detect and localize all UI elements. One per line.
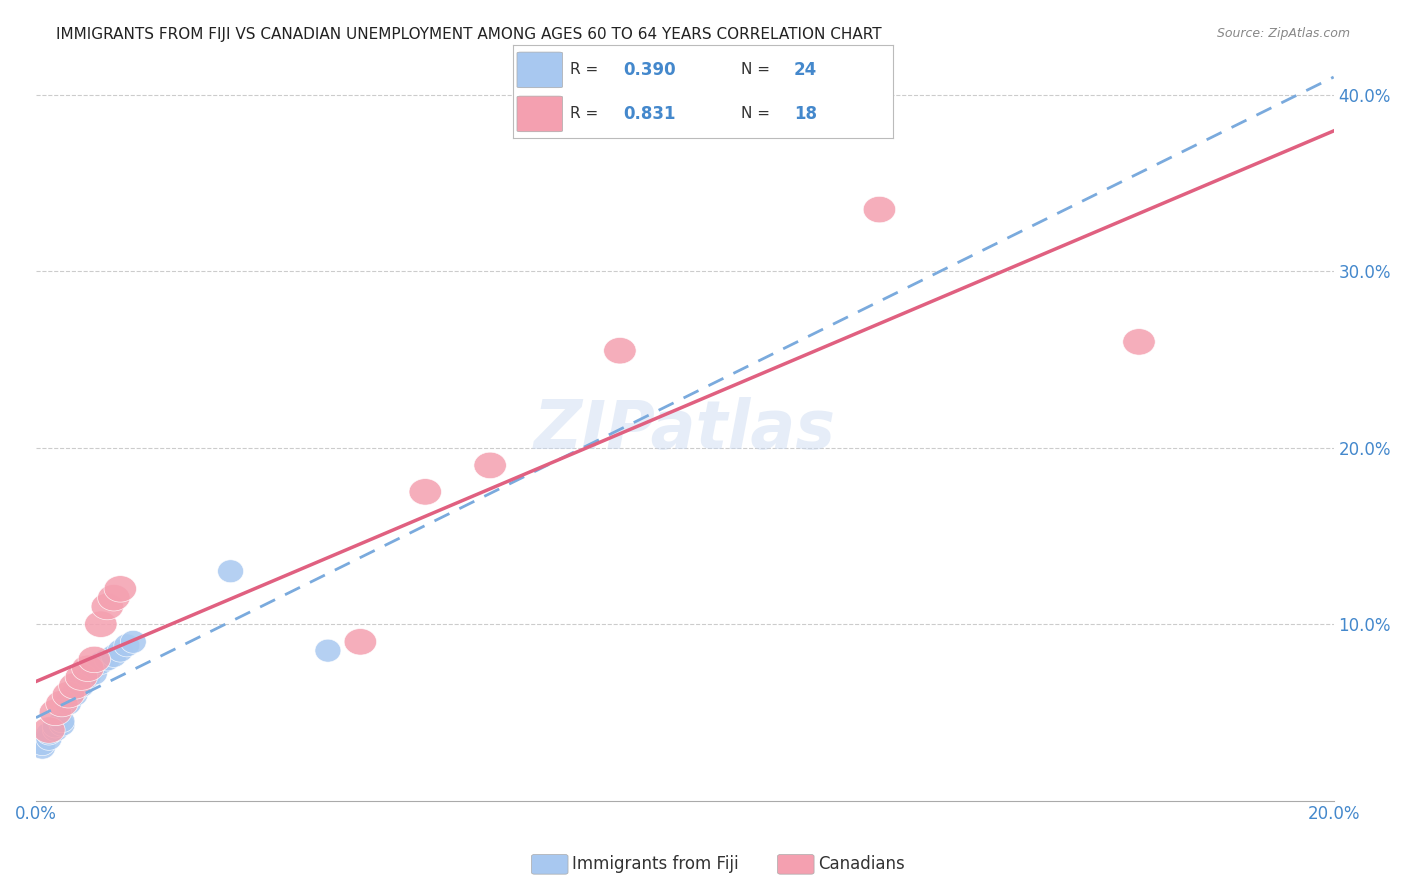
Text: R =: R = [571,106,603,121]
Ellipse shape [79,646,111,673]
Text: Immigrants from Fiji: Immigrants from Fiji [572,855,740,873]
Ellipse shape [30,736,55,759]
Ellipse shape [62,683,87,706]
Ellipse shape [37,723,62,745]
Text: Canadians: Canadians [818,855,905,873]
Text: Source: ZipAtlas.com: Source: ZipAtlas.com [1216,27,1350,40]
Ellipse shape [114,634,139,657]
Ellipse shape [863,196,896,223]
Ellipse shape [65,664,97,690]
Ellipse shape [315,640,340,662]
Ellipse shape [101,645,127,667]
Ellipse shape [42,719,69,741]
Ellipse shape [59,673,91,699]
Ellipse shape [69,669,94,692]
Ellipse shape [87,651,114,674]
Ellipse shape [344,629,377,655]
Ellipse shape [52,681,84,708]
Ellipse shape [75,665,101,689]
Ellipse shape [72,655,104,681]
Ellipse shape [49,710,75,732]
FancyBboxPatch shape [517,52,562,87]
Ellipse shape [104,575,136,602]
Ellipse shape [30,732,55,756]
Ellipse shape [37,727,62,750]
Text: ZIPatlas: ZIPatlas [534,397,835,463]
Ellipse shape [69,674,94,698]
Ellipse shape [45,690,79,717]
Ellipse shape [55,692,82,715]
Text: 18: 18 [794,105,817,123]
Ellipse shape [55,687,82,710]
Ellipse shape [121,631,146,653]
Ellipse shape [409,479,441,505]
Text: N =: N = [741,62,775,78]
Text: 0.390: 0.390 [623,61,676,78]
Ellipse shape [49,714,75,736]
Ellipse shape [474,452,506,479]
Ellipse shape [32,717,65,743]
Ellipse shape [91,593,124,620]
Text: 0.831: 0.831 [623,105,676,123]
Ellipse shape [218,560,243,582]
Ellipse shape [1123,328,1156,355]
Ellipse shape [603,337,636,364]
Text: N =: N = [741,106,775,121]
Ellipse shape [42,715,69,738]
Text: IMMIGRANTS FROM FIJI VS CANADIAN UNEMPLOYMENT AMONG AGES 60 TO 64 YEARS CORRELAT: IMMIGRANTS FROM FIJI VS CANADIAN UNEMPLO… [56,27,882,42]
Ellipse shape [62,680,87,703]
FancyBboxPatch shape [517,96,562,132]
Text: R =: R = [571,62,603,78]
Ellipse shape [82,662,107,685]
Ellipse shape [107,640,134,662]
Ellipse shape [94,648,121,671]
Ellipse shape [97,584,129,611]
Text: 24: 24 [794,61,817,78]
Ellipse shape [39,699,72,725]
Ellipse shape [84,611,117,638]
